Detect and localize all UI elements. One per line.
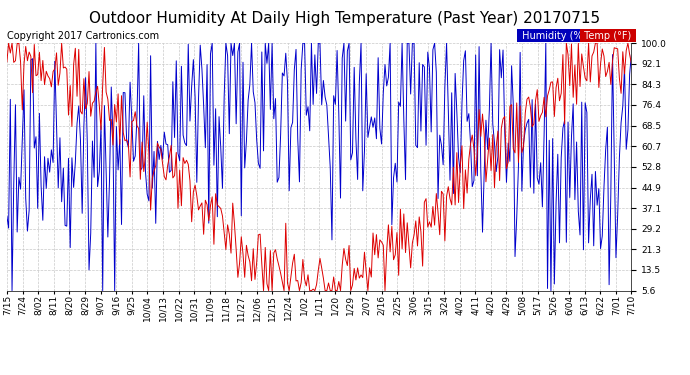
Text: Temp (°F): Temp (°F) xyxy=(582,31,635,40)
Text: Humidity (%): Humidity (%) xyxy=(519,31,589,40)
Text: Copyright 2017 Cartronics.com: Copyright 2017 Cartronics.com xyxy=(7,31,159,40)
Text: Outdoor Humidity At Daily High Temperature (Past Year) 20170715: Outdoor Humidity At Daily High Temperatu… xyxy=(90,11,600,26)
